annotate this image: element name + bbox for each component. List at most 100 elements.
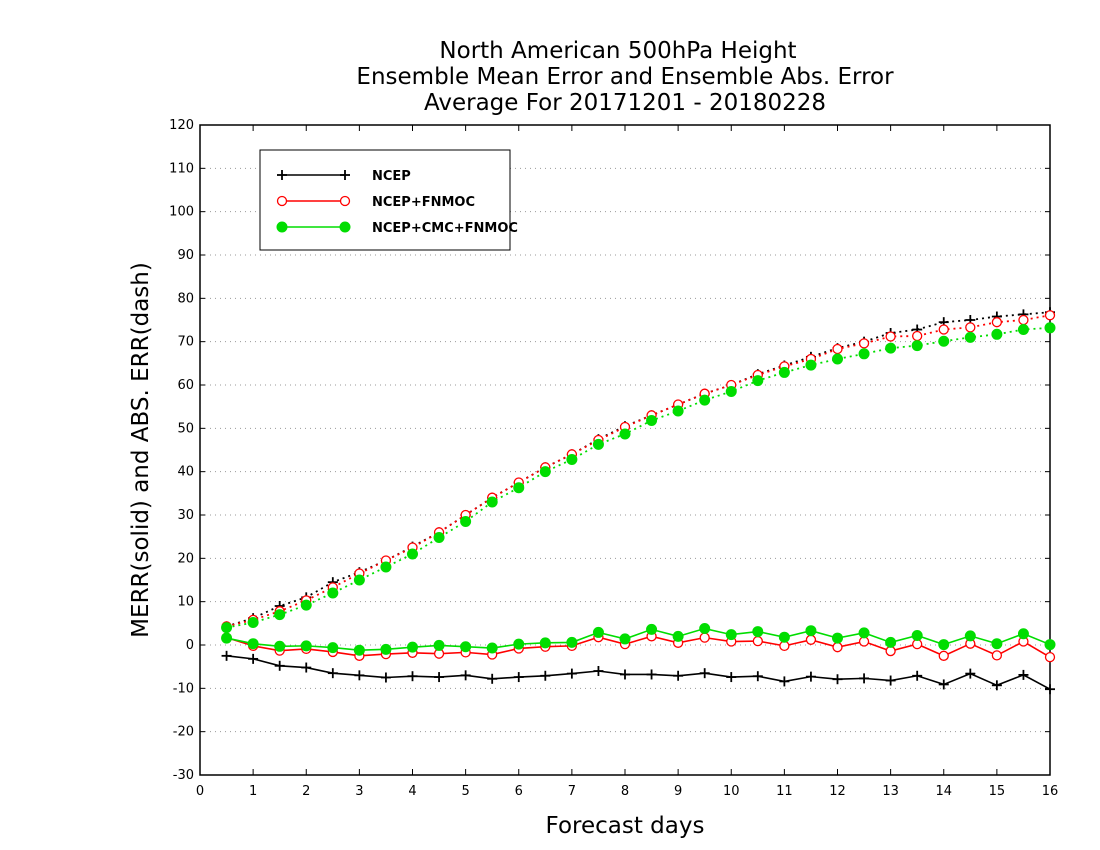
x-tick-label: 13 (882, 784, 899, 799)
abs-error-point (965, 322, 976, 333)
y-tick-label: 70 (177, 335, 194, 350)
abs-error-point (912, 330, 923, 342)
mean-error-point (487, 673, 498, 684)
abs-error-point (725, 386, 737, 397)
abs-error-point (486, 496, 498, 508)
mean-error-point (327, 668, 338, 679)
y-tick-label: 80 (177, 291, 194, 306)
mean-error-point (274, 640, 286, 652)
abs-error-point (938, 324, 949, 335)
mean-error-point (805, 634, 817, 645)
legend-box (259, 149, 511, 251)
mean-error-point (911, 629, 923, 641)
mean-error-point (699, 632, 710, 643)
abs-error-point (513, 482, 525, 494)
y-tick-label: -10 (173, 681, 194, 696)
mean-error-point (885, 675, 896, 686)
abs-error-point (832, 343, 843, 355)
mean-error-point (1044, 651, 1056, 663)
y-tick-label: 110 (169, 161, 194, 176)
mean-error-point (513, 638, 525, 650)
mean-error-point (407, 671, 418, 682)
legend-label: NCEP+CMC+FNMOC (372, 221, 518, 236)
abs-error-point (300, 599, 312, 611)
y-tick-label: 30 (177, 508, 194, 523)
legend-marker (339, 221, 351, 233)
mean-error-point (699, 623, 711, 635)
abs-error-point (1044, 322, 1056, 334)
abs-error-point (832, 353, 843, 365)
abs-error-point (353, 574, 365, 586)
y-axis-ticks: -30 -20 -10 0 10 20 30 40 50 60 70 80 90 100 110 120 (169, 118, 1050, 783)
legend-marker (276, 221, 288, 233)
abs-error-point (911, 340, 923, 352)
x-tick-label: 10 (723, 784, 740, 799)
y-tick-label: 50 (177, 421, 194, 436)
mean-error-point (859, 673, 870, 684)
mean-error-point (646, 623, 658, 635)
x-tick-label: 6 (515, 784, 523, 799)
legend: NCEP NCEP+FNMOC NCEP+CMC+FNMOC (259, 149, 518, 251)
legend-marker (276, 195, 288, 207)
mean-error-point (247, 638, 259, 650)
mean-error-point (619, 633, 631, 645)
mean-error-point (539, 637, 551, 649)
mean-error-point (1017, 628, 1029, 640)
mean-error-point (380, 672, 391, 683)
mean-error-point (327, 642, 339, 654)
mean-error-point (1045, 684, 1055, 695)
mean-error-point (434, 672, 445, 683)
mean-error-point (513, 672, 524, 683)
mean-error-point (301, 662, 312, 673)
abs-error-point (858, 348, 870, 360)
mean-error-point (248, 653, 259, 664)
legend-label: NCEP (372, 169, 411, 184)
x-tick-label: 9 (674, 784, 682, 799)
y-tick-label: 120 (169, 118, 194, 133)
x-tick-label: 15 (989, 784, 1006, 799)
mean-error-point (592, 626, 604, 638)
abs-error-point (991, 328, 1003, 340)
x-tick-label: 0 (196, 784, 204, 799)
y-tick-label: -30 (173, 768, 194, 783)
abs-error-point (1018, 314, 1029, 326)
mean-error-point (407, 641, 418, 653)
mean-error-point (752, 671, 763, 682)
mean-error-point (912, 638, 923, 650)
mean-error-point (965, 668, 976, 679)
x-tick-label: 1 (249, 784, 257, 799)
mean-error-point (460, 670, 471, 681)
abs-error-point (327, 587, 339, 599)
legend-marker (340, 170, 350, 180)
abs-error-point (858, 338, 870, 349)
mean-error-point (912, 670, 923, 681)
x-tick-label: 4 (408, 784, 416, 799)
abs-error-point (566, 454, 578, 466)
mean-error-point (752, 635, 763, 647)
mean-error-point (991, 650, 1003, 661)
mean-error-point (354, 670, 365, 681)
legend-marker (277, 170, 287, 180)
abs-error-point (1017, 324, 1029, 336)
abs-error-point (1044, 310, 1056, 321)
mean-error-point (672, 630, 684, 642)
x-tick-label: 16 (1042, 784, 1059, 799)
x-tick-label: 14 (935, 784, 952, 799)
x-tick-label: 12 (829, 784, 846, 799)
y-tick-label: 10 (177, 595, 194, 610)
mean-error-point (885, 636, 897, 648)
y-tick-label: 90 (177, 248, 194, 263)
abs-error-point (991, 317, 1003, 328)
abs-error-point (274, 609, 286, 621)
abs-error-point (460, 516, 472, 527)
mean-error-point (274, 660, 285, 671)
mean-error-point (725, 629, 737, 641)
abs-error-point (539, 466, 551, 478)
mean-error-point (938, 639, 950, 651)
mean-error-point (858, 627, 870, 639)
abs-error-point (672, 405, 684, 417)
x-tick-label: 11 (776, 784, 793, 799)
y-tick-label: -20 (173, 725, 194, 740)
